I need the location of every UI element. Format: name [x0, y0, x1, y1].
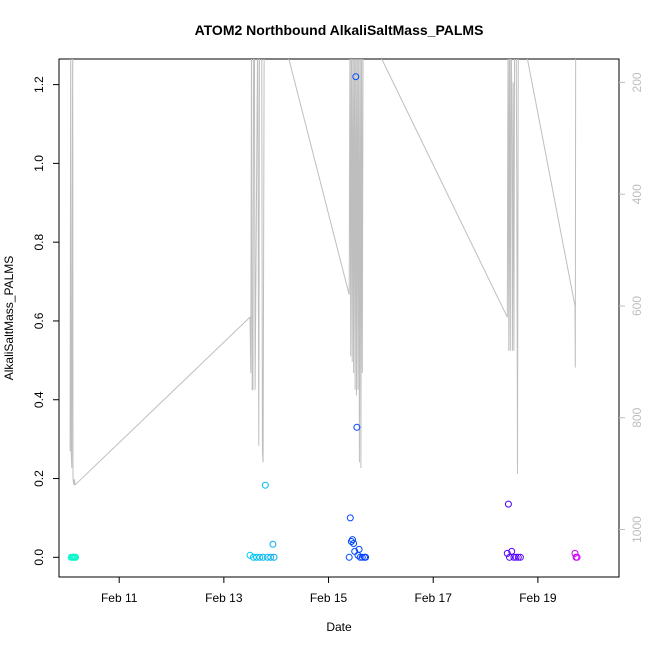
x-tick-label: Feb 17	[415, 591, 453, 605]
y-tick-label: 0.0	[32, 549, 46, 566]
y-tick-label: 1.2	[32, 76, 46, 93]
data-point	[345, 553, 353, 561]
data-point	[355, 545, 363, 553]
data-point	[512, 553, 520, 561]
y-tick-label: 1.0	[32, 155, 46, 172]
x-tick-label: Feb 13	[205, 591, 243, 605]
axes: 0.0 0.2 0.4 0.6 0.8 1.0 1.2 Feb 11 Feb 13 Feb 15 F…	[32, 72, 644, 605]
x-tick-label: Feb 11	[101, 591, 138, 605]
data-point	[346, 514, 354, 522]
data-points	[67, 73, 581, 561]
data-point	[503, 549, 511, 557]
data-point	[267, 553, 275, 561]
data-point	[261, 481, 269, 489]
x-axis-label: Date	[326, 620, 352, 634]
right-tick-label: 400	[630, 184, 644, 204]
data-point	[508, 547, 516, 555]
x-tick-label: Feb 15	[310, 591, 348, 605]
x-tick-label: Feb 19	[519, 591, 557, 605]
data-point	[358, 553, 366, 561]
y-axis-label: AlkaliSaltMass_PALMS	[2, 256, 16, 381]
data-point	[506, 553, 513, 561]
altitude-line	[69, 59, 577, 486]
data-point	[353, 423, 361, 431]
right-tick-label: 1000	[630, 516, 644, 543]
data-point	[270, 553, 278, 561]
data-point	[571, 549, 579, 557]
data-point	[349, 536, 356, 544]
plot-frame	[58, 58, 620, 578]
chart-title: ATOM2 Northbound AlkaliSaltMass_PALMS	[195, 22, 484, 38]
data-point	[259, 553, 267, 561]
data-point	[350, 540, 358, 547]
data-point	[256, 553, 264, 561]
data-point	[573, 553, 581, 561]
data-point	[72, 553, 80, 561]
data-point	[269, 540, 277, 548]
data-point	[362, 553, 370, 561]
data-point	[504, 500, 512, 508]
data-point	[514, 553, 522, 561]
data-point	[352, 73, 360, 81]
y-tick-label: 0.8	[32, 234, 46, 251]
y-tick-label: 0.4	[32, 391, 46, 408]
right-tick-label: 800	[630, 407, 644, 427]
right-tick-label: 600	[630, 296, 644, 316]
data-point	[356, 553, 364, 561]
right-tick-label: 200	[630, 72, 644, 92]
y-tick-label: 0.6	[32, 312, 46, 329]
y-tick-label: 0.2	[32, 470, 46, 487]
data-point	[516, 553, 524, 561]
altitude-series	[69, 59, 577, 486]
